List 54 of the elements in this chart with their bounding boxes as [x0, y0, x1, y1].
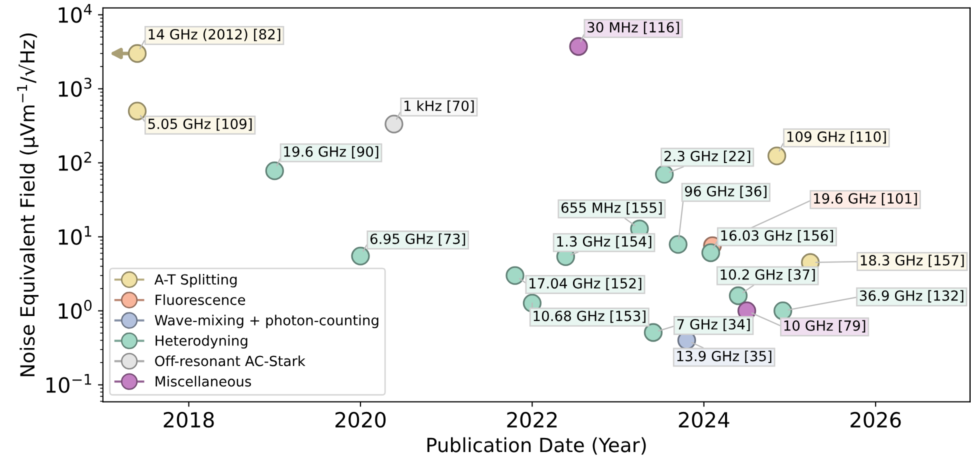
- legend-label: Heterodyning: [156, 335, 248, 349]
- point: [351, 246, 370, 266]
- point: [506, 266, 524, 285]
- point: [655, 164, 674, 184]
- point: [128, 44, 147, 63]
- annotation: 18.3 GHz [157]: [860, 254, 964, 268]
- y-tick-label: 10$^{3}$: [58, 78, 92, 97]
- annotation: 19.6 GHz [90]: [284, 146, 378, 158]
- y-tick-label: 10$^{1}$: [58, 226, 92, 245]
- y-tick-label: 10$^{4}$: [58, 4, 92, 23]
- annotation: 1.3 GHz [154]: [557, 236, 652, 248]
- point: [569, 37, 588, 56]
- annotation: 655 MHz [155]: [561, 202, 662, 215]
- x-tick-label: 2024: [678, 412, 730, 428]
- annotation: 36.9 GHz [132]: [860, 290, 964, 303]
- y-tick-label: 10$^{0}$: [58, 300, 92, 319]
- annotation: 17.04 GHz [152]: [530, 278, 642, 290]
- point: [728, 286, 748, 306]
- annotation: 1 kHz [70]: [404, 100, 474, 113]
- annotation: 14 GHz (2012) [82]: [148, 28, 280, 42]
- x-axis-title: Publication Date (Year): [427, 437, 646, 455]
- annotation: 10.2 GHz [37]: [720, 269, 815, 282]
- x-tick-label: 2022: [507, 412, 557, 428]
- annotation: 96 GHz [36]: [685, 186, 766, 198]
- annotation: 19.6 GHz [101]: [814, 192, 917, 206]
- legend-label: A-T Splitting: [154, 274, 237, 288]
- annotation: 16.03 GHz [156]: [721, 230, 833, 242]
- point: [128, 102, 147, 120]
- annotation: 13.9 GHz [35]: [677, 350, 772, 363]
- y-axis-title: Noise Equivalent Field (µVm$^{−1}$/√Hz): [17, 33, 39, 376]
- x-tick-label: 2018: [164, 412, 214, 428]
- y-tick-label: 10$^{2}$: [58, 152, 92, 171]
- annotation: 109 GHz [110]: [787, 131, 886, 144]
- point: [644, 323, 663, 342]
- point: [265, 161, 284, 180]
- annotation: 2.3 GHz [22]: [664, 150, 750, 163]
- legend-label: Off-resonant AC-Stark: [155, 355, 306, 366]
- point: [384, 114, 404, 134]
- point: [768, 146, 786, 166]
- y-tick-label: 10$^{−1}$: [46, 374, 92, 393]
- point: [701, 243, 720, 262]
- annotation: 7 GHz [34]: [677, 318, 750, 332]
- x-tick-label: 2026: [850, 412, 901, 428]
- point: [668, 235, 688, 254]
- x-tick-label: 2020: [336, 412, 386, 428]
- annotation: 10 GHz [79]: [784, 320, 866, 333]
- annotation: 10.68 GHz [153]: [534, 310, 646, 323]
- legend-label: Miscellaneous: [156, 376, 252, 387]
- annotation: 5.05 GHz [109]: [148, 118, 252, 131]
- annotation: 30 MHz [116]: [588, 22, 679, 34]
- annotation: 6.95 GHz [73]: [370, 233, 466, 246]
- legend-label: Wave-mixing + photon-counting: [154, 314, 378, 328]
- legend-label: Fluorescence: [156, 294, 246, 306]
- point: [774, 302, 792, 320]
